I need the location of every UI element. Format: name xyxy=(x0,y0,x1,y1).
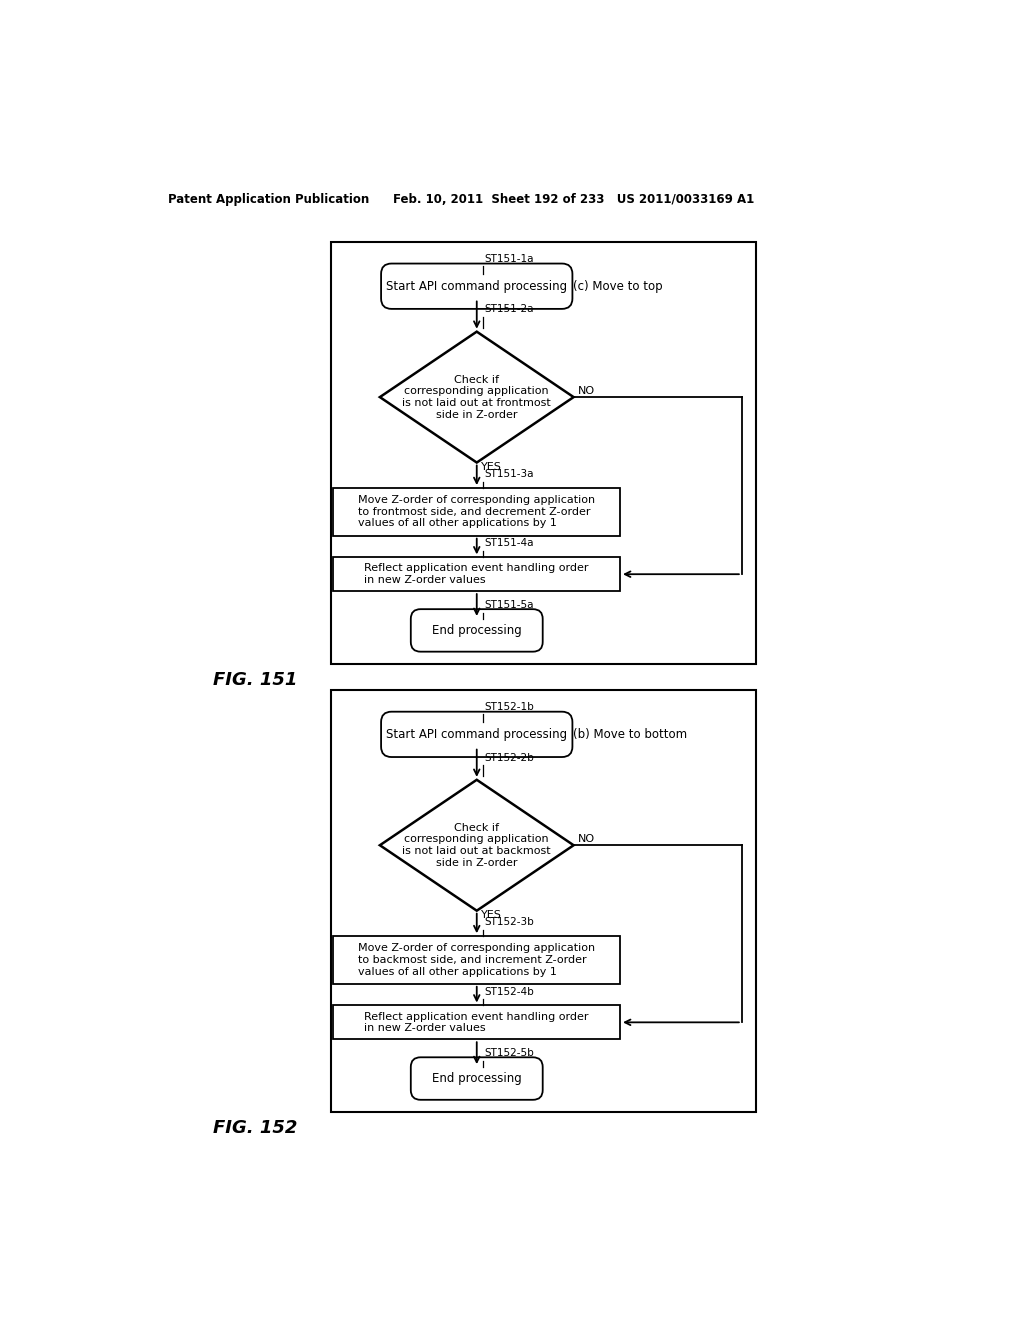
Text: ST152-3b: ST152-3b xyxy=(484,917,535,928)
Text: ST152-4b: ST152-4b xyxy=(484,986,535,997)
Text: Start API command processing: Start API command processing xyxy=(386,280,567,293)
Text: ST151-2a: ST151-2a xyxy=(484,305,534,314)
Bar xyxy=(331,242,756,664)
Polygon shape xyxy=(380,780,573,911)
Text: ST151-1a: ST151-1a xyxy=(484,253,534,264)
Text: Reflect application event handling order
in new Z-order values: Reflect application event handling order… xyxy=(365,1011,589,1034)
Bar xyxy=(331,689,756,1111)
Text: End processing: End processing xyxy=(432,624,521,638)
Text: ST152-5b: ST152-5b xyxy=(484,1048,535,1059)
Text: ST152-2b: ST152-2b xyxy=(484,752,535,763)
FancyBboxPatch shape xyxy=(411,1057,543,1100)
Polygon shape xyxy=(380,331,573,462)
Text: ST151-3a: ST151-3a xyxy=(484,469,534,479)
Bar xyxy=(334,557,621,591)
Text: FIG. 151: FIG. 151 xyxy=(213,671,298,689)
Text: Check if
corresponding application
is not laid out at frontmost
side in Z-order: Check if corresponding application is no… xyxy=(402,375,551,420)
Bar xyxy=(334,488,621,536)
Text: Move Z-order of corresponding application
to backmost side, and increment Z-orde: Move Z-order of corresponding applicatio… xyxy=(358,944,595,977)
Text: NO: NO xyxy=(579,385,595,396)
Text: Start API command processing: Start API command processing xyxy=(386,727,567,741)
Text: End processing: End processing xyxy=(432,1072,521,1085)
Text: (b) Move to bottom: (b) Move to bottom xyxy=(572,727,687,741)
Text: FIG. 152: FIG. 152 xyxy=(213,1119,298,1138)
Text: (c) Move to top: (c) Move to top xyxy=(572,280,663,293)
Text: ST151-4a: ST151-4a xyxy=(484,539,534,549)
FancyBboxPatch shape xyxy=(381,711,572,758)
Text: Check if
corresponding application
is not laid out at backmost
side in Z-order: Check if corresponding application is no… xyxy=(402,822,551,867)
Bar xyxy=(334,936,621,983)
Text: Move Z-order of corresponding application
to frontmost side, and decrement Z-ord: Move Z-order of corresponding applicatio… xyxy=(358,495,595,528)
Text: Patent Application Publication: Patent Application Publication xyxy=(168,193,370,206)
Text: Feb. 10, 2011  Sheet 192 of 233   US 2011/0033169 A1: Feb. 10, 2011 Sheet 192 of 233 US 2011/0… xyxy=(393,193,755,206)
Text: YES: YES xyxy=(481,462,503,473)
Text: YES: YES xyxy=(481,911,503,920)
Text: Reflect application event handling order
in new Z-order values: Reflect application event handling order… xyxy=(365,564,589,585)
Text: ST152-1b: ST152-1b xyxy=(484,702,535,711)
Text: ST151-5a: ST151-5a xyxy=(484,601,534,610)
FancyBboxPatch shape xyxy=(381,264,572,309)
Bar xyxy=(334,1006,621,1039)
Text: NO: NO xyxy=(579,834,595,845)
FancyBboxPatch shape xyxy=(411,609,543,652)
